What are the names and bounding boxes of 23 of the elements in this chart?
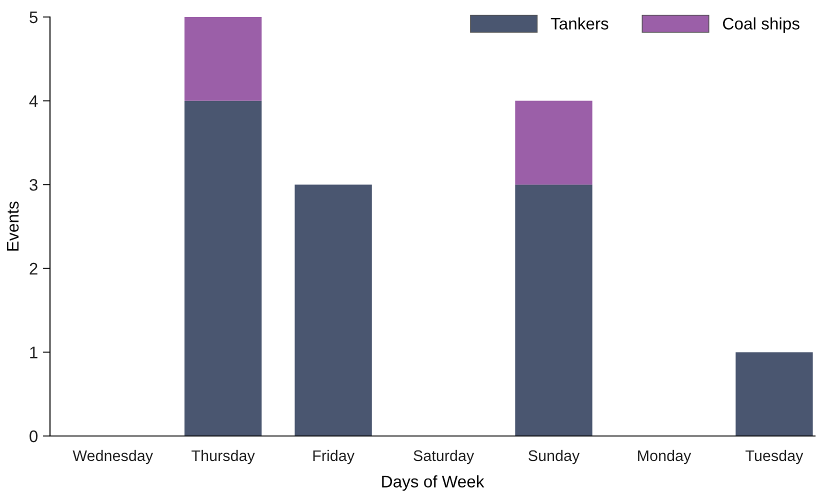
x-tick-label: Thursday <box>192 450 255 464</box>
x-tick-label: Wednesday <box>72 450 154 464</box>
x-tick-label: Monday <box>638 450 692 464</box>
x-axis-title: Days of Week <box>382 475 484 491</box>
y-tick-label: 3 <box>30 179 38 191</box>
legend-label: Tankers <box>550 17 608 30</box>
bar <box>515 100 592 185</box>
bar <box>515 184 592 436</box>
bar <box>294 184 372 436</box>
y-tick-label: 2 <box>30 262 38 274</box>
y-tick-label: 5 <box>30 12 38 24</box>
y-axis-title: Events <box>7 202 19 251</box>
bar <box>736 352 813 436</box>
bar <box>184 17 262 101</box>
x-tick-label: Tuesday <box>746 450 804 464</box>
y-tick-label: 0 <box>30 430 38 442</box>
x-tick-label: Sunday <box>528 450 580 464</box>
legend-label: Coal ships <box>723 17 800 33</box>
bar <box>184 100 262 436</box>
x-tick-label: Saturday <box>414 450 474 464</box>
x-tick-label: Friday <box>313 450 354 464</box>
y-tick-label: 1 <box>30 346 38 358</box>
y-tick-label: 4 <box>29 95 38 107</box>
